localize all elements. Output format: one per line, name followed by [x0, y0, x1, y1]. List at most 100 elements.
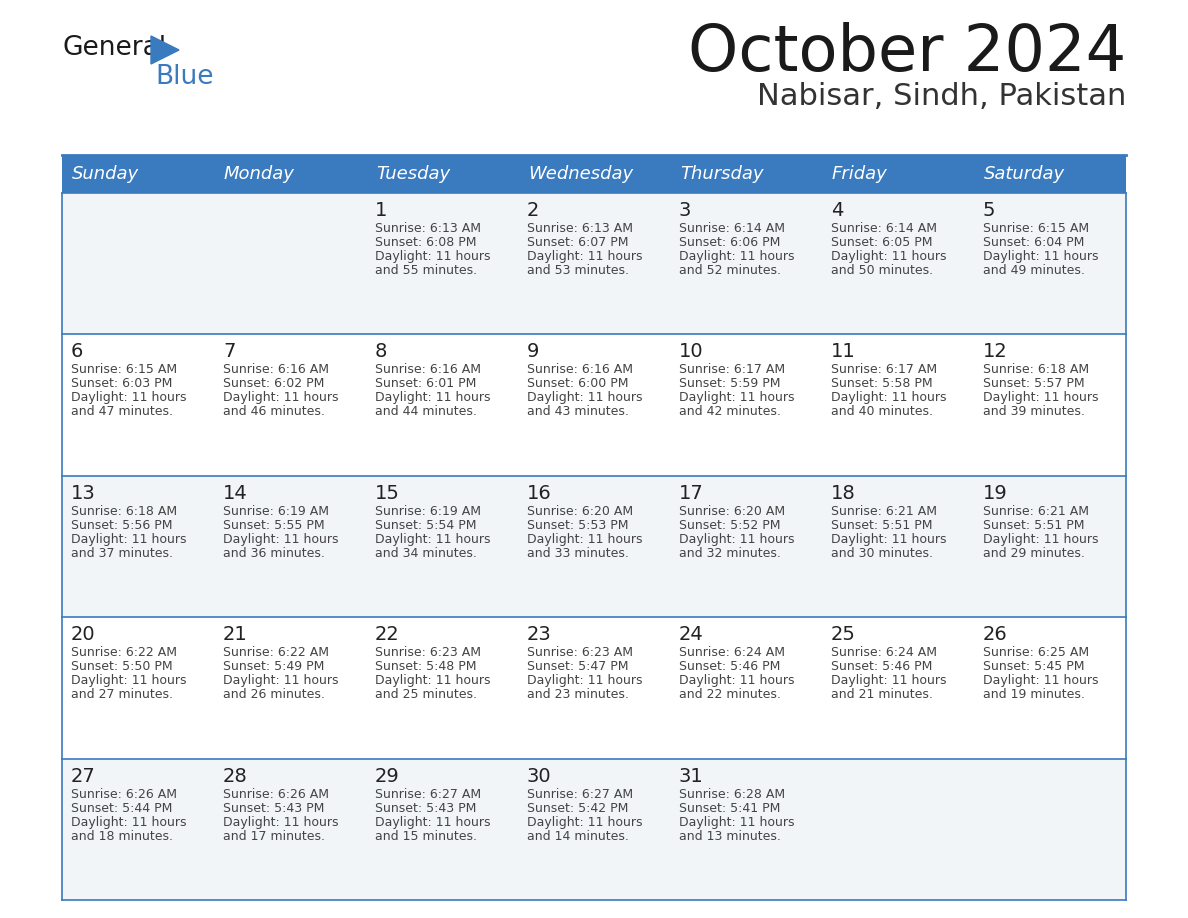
Text: Daylight: 11 hours: Daylight: 11 hours: [680, 250, 795, 263]
Text: and 34 minutes.: and 34 minutes.: [375, 547, 476, 560]
Text: Sunset: 5:46 PM: Sunset: 5:46 PM: [830, 660, 933, 673]
Text: Sunrise: 6:22 AM: Sunrise: 6:22 AM: [71, 646, 177, 659]
Text: 22: 22: [375, 625, 399, 644]
Text: Sunrise: 6:28 AM: Sunrise: 6:28 AM: [680, 788, 785, 800]
Text: Sunrise: 6:26 AM: Sunrise: 6:26 AM: [223, 788, 329, 800]
Text: Sunrise: 6:15 AM: Sunrise: 6:15 AM: [982, 222, 1089, 235]
Text: 26: 26: [982, 625, 1007, 644]
Text: Sunset: 5:47 PM: Sunset: 5:47 PM: [527, 660, 628, 673]
Text: Daylight: 11 hours: Daylight: 11 hours: [830, 674, 947, 688]
Text: 18: 18: [830, 484, 855, 503]
Text: Sunday: Sunday: [72, 165, 139, 183]
Text: 23: 23: [527, 625, 551, 644]
Text: 29: 29: [375, 767, 399, 786]
Text: Daylight: 11 hours: Daylight: 11 hours: [982, 250, 1099, 263]
Text: Sunrise: 6:16 AM: Sunrise: 6:16 AM: [527, 364, 633, 376]
Text: and 15 minutes.: and 15 minutes.: [375, 830, 478, 843]
Text: Sunrise: 6:27 AM: Sunrise: 6:27 AM: [527, 788, 633, 800]
Text: and 40 minutes.: and 40 minutes.: [830, 406, 933, 419]
Text: Sunrise: 6:13 AM: Sunrise: 6:13 AM: [527, 222, 633, 235]
Text: Sunset: 6:08 PM: Sunset: 6:08 PM: [375, 236, 476, 249]
Text: and 25 minutes.: and 25 minutes.: [375, 688, 478, 701]
Text: and 36 minutes.: and 36 minutes.: [223, 547, 324, 560]
Bar: [62, 193, 1126, 334]
Text: and 42 minutes.: and 42 minutes.: [680, 406, 781, 419]
Text: Sunset: 6:02 PM: Sunset: 6:02 PM: [223, 377, 324, 390]
Text: and 49 minutes.: and 49 minutes.: [982, 264, 1085, 277]
Text: 16: 16: [527, 484, 551, 503]
Text: Daylight: 11 hours: Daylight: 11 hours: [830, 391, 947, 405]
Text: 5: 5: [982, 201, 996, 220]
Text: and 47 minutes.: and 47 minutes.: [71, 406, 173, 419]
Text: 4: 4: [830, 201, 843, 220]
Text: Sunrise: 6:23 AM: Sunrise: 6:23 AM: [375, 646, 481, 659]
Text: Daylight: 11 hours: Daylight: 11 hours: [527, 250, 643, 263]
Text: and 44 minutes.: and 44 minutes.: [375, 406, 476, 419]
Text: Sunset: 5:56 PM: Sunset: 5:56 PM: [71, 519, 172, 532]
Text: and 33 minutes.: and 33 minutes.: [527, 547, 628, 560]
Text: Daylight: 11 hours: Daylight: 11 hours: [223, 815, 339, 829]
Text: 19: 19: [982, 484, 1007, 503]
Text: Daylight: 11 hours: Daylight: 11 hours: [223, 391, 339, 405]
Text: Blue: Blue: [154, 64, 214, 90]
Bar: [62, 758, 1126, 900]
Text: 27: 27: [71, 767, 96, 786]
Text: and 14 minutes.: and 14 minutes.: [527, 830, 628, 843]
Text: 3: 3: [680, 201, 691, 220]
Text: Sunrise: 6:25 AM: Sunrise: 6:25 AM: [982, 646, 1089, 659]
Text: Daylight: 11 hours: Daylight: 11 hours: [375, 250, 491, 263]
Text: Daylight: 11 hours: Daylight: 11 hours: [223, 674, 339, 688]
Text: Sunrise: 6:24 AM: Sunrise: 6:24 AM: [830, 646, 937, 659]
Text: 17: 17: [680, 484, 703, 503]
Text: Nabisar, Sindh, Pakistan: Nabisar, Sindh, Pakistan: [757, 82, 1126, 111]
Text: and 46 minutes.: and 46 minutes.: [223, 406, 324, 419]
Text: Daylight: 11 hours: Daylight: 11 hours: [680, 674, 795, 688]
Text: Daylight: 11 hours: Daylight: 11 hours: [527, 815, 643, 829]
Text: Sunrise: 6:17 AM: Sunrise: 6:17 AM: [680, 364, 785, 376]
Text: Sunrise: 6:19 AM: Sunrise: 6:19 AM: [375, 505, 481, 518]
Text: 24: 24: [680, 625, 703, 644]
Text: Sunset: 5:45 PM: Sunset: 5:45 PM: [982, 660, 1085, 673]
Text: and 13 minutes.: and 13 minutes.: [680, 830, 781, 843]
Text: Daylight: 11 hours: Daylight: 11 hours: [830, 532, 947, 546]
Text: Friday: Friday: [832, 165, 887, 183]
Text: 31: 31: [680, 767, 703, 786]
Text: 6: 6: [71, 342, 83, 362]
Text: Sunset: 5:41 PM: Sunset: 5:41 PM: [680, 801, 781, 814]
Text: Sunset: 5:43 PM: Sunset: 5:43 PM: [375, 801, 476, 814]
Text: Sunset: 5:50 PM: Sunset: 5:50 PM: [71, 660, 172, 673]
Text: and 43 minutes.: and 43 minutes.: [527, 406, 628, 419]
Text: Daylight: 11 hours: Daylight: 11 hours: [71, 532, 187, 546]
Text: Sunrise: 6:21 AM: Sunrise: 6:21 AM: [830, 505, 937, 518]
Text: Daylight: 11 hours: Daylight: 11 hours: [680, 532, 795, 546]
Text: Sunset: 5:54 PM: Sunset: 5:54 PM: [375, 519, 476, 532]
Text: 20: 20: [71, 625, 95, 644]
Text: Sunset: 5:51 PM: Sunset: 5:51 PM: [830, 519, 933, 532]
Text: Sunrise: 6:14 AM: Sunrise: 6:14 AM: [830, 222, 937, 235]
Text: Saturday: Saturday: [984, 165, 1066, 183]
Text: Daylight: 11 hours: Daylight: 11 hours: [375, 532, 491, 546]
Text: 8: 8: [375, 342, 387, 362]
Text: Daylight: 11 hours: Daylight: 11 hours: [982, 532, 1099, 546]
Text: General: General: [62, 35, 166, 61]
Text: Sunset: 5:57 PM: Sunset: 5:57 PM: [982, 377, 1085, 390]
Text: Daylight: 11 hours: Daylight: 11 hours: [830, 250, 947, 263]
Text: 12: 12: [982, 342, 1007, 362]
Text: and 18 minutes.: and 18 minutes.: [71, 830, 173, 843]
Text: Daylight: 11 hours: Daylight: 11 hours: [223, 532, 339, 546]
Text: Daylight: 11 hours: Daylight: 11 hours: [375, 674, 491, 688]
Text: 21: 21: [223, 625, 248, 644]
Text: 14: 14: [223, 484, 248, 503]
Text: and 55 minutes.: and 55 minutes.: [375, 264, 478, 277]
Text: Sunset: 6:06 PM: Sunset: 6:06 PM: [680, 236, 781, 249]
Text: Daylight: 11 hours: Daylight: 11 hours: [680, 815, 795, 829]
Text: Daylight: 11 hours: Daylight: 11 hours: [375, 391, 491, 405]
Text: Sunrise: 6:15 AM: Sunrise: 6:15 AM: [71, 364, 177, 376]
Text: Wednesday: Wednesday: [527, 165, 633, 183]
Text: 1: 1: [375, 201, 387, 220]
Text: and 39 minutes.: and 39 minutes.: [982, 406, 1085, 419]
Text: 10: 10: [680, 342, 703, 362]
Text: Sunset: 5:59 PM: Sunset: 5:59 PM: [680, 377, 781, 390]
Text: Sunset: 5:43 PM: Sunset: 5:43 PM: [223, 801, 324, 814]
Text: Sunset: 5:48 PM: Sunset: 5:48 PM: [375, 660, 476, 673]
